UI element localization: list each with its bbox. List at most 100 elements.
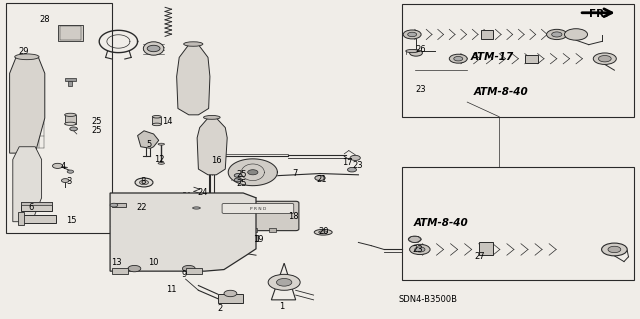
- Bar: [242, 235, 258, 241]
- Text: 4: 4: [61, 162, 66, 171]
- Text: 25: 25: [237, 170, 247, 179]
- Text: 13: 13: [111, 258, 122, 267]
- Circle shape: [552, 32, 562, 37]
- Bar: [230, 228, 238, 232]
- Bar: [21, 202, 52, 205]
- Bar: [18, 212, 24, 225]
- Circle shape: [449, 54, 467, 63]
- Polygon shape: [138, 131, 159, 148]
- Text: 18: 18: [288, 212, 299, 221]
- Bar: [402, 4, 634, 117]
- Circle shape: [234, 178, 242, 182]
- Circle shape: [140, 180, 148, 185]
- Bar: [250, 228, 257, 232]
- Text: 3: 3: [66, 177, 71, 186]
- Text: 23: 23: [413, 245, 424, 254]
- Bar: [112, 203, 126, 207]
- Circle shape: [608, 246, 621, 253]
- Ellipse shape: [152, 115, 161, 118]
- Circle shape: [234, 174, 242, 177]
- Bar: [525, 55, 538, 63]
- Text: 10: 10: [148, 258, 159, 267]
- Circle shape: [403, 30, 421, 39]
- Circle shape: [147, 45, 160, 52]
- Text: 9: 9: [182, 270, 187, 279]
- Text: 17: 17: [342, 158, 353, 167]
- Ellipse shape: [204, 115, 220, 119]
- Text: SDN4-B3500B: SDN4-B3500B: [398, 295, 457, 304]
- Polygon shape: [13, 147, 42, 222]
- Text: 25: 25: [237, 179, 247, 188]
- Ellipse shape: [65, 113, 76, 116]
- Bar: [186, 268, 202, 274]
- Circle shape: [268, 274, 300, 290]
- Circle shape: [410, 244, 430, 255]
- Bar: [112, 268, 128, 274]
- Ellipse shape: [15, 54, 39, 60]
- Bar: [479, 242, 493, 255]
- Bar: [6, 3, 112, 233]
- Bar: [218, 294, 243, 303]
- Polygon shape: [197, 118, 227, 175]
- Circle shape: [182, 265, 195, 272]
- Circle shape: [276, 278, 292, 286]
- Text: 12: 12: [154, 155, 164, 164]
- Circle shape: [67, 170, 74, 173]
- Text: 25: 25: [92, 117, 102, 126]
- Polygon shape: [110, 193, 256, 271]
- Ellipse shape: [143, 42, 164, 55]
- Circle shape: [408, 32, 417, 37]
- Text: 28: 28: [40, 15, 51, 24]
- Text: 8: 8: [141, 177, 146, 186]
- Text: 19: 19: [253, 235, 263, 244]
- Text: 26: 26: [415, 45, 426, 54]
- Bar: [58, 25, 83, 41]
- Circle shape: [110, 203, 118, 207]
- Ellipse shape: [314, 229, 332, 235]
- Circle shape: [61, 179, 69, 182]
- Bar: [65, 115, 76, 124]
- FancyBboxPatch shape: [217, 201, 299, 231]
- Circle shape: [593, 53, 616, 64]
- Text: 24: 24: [197, 188, 207, 197]
- Text: ATM-8-40: ATM-8-40: [413, 218, 468, 228]
- Text: 5: 5: [146, 140, 151, 149]
- Circle shape: [70, 127, 77, 131]
- Circle shape: [348, 167, 356, 172]
- Text: 16: 16: [211, 156, 222, 165]
- Text: 21: 21: [316, 175, 326, 184]
- Bar: [60, 26, 81, 40]
- Text: 14: 14: [162, 117, 172, 126]
- Ellipse shape: [193, 207, 200, 209]
- Circle shape: [410, 50, 422, 56]
- Polygon shape: [177, 45, 210, 115]
- FancyBboxPatch shape: [222, 204, 294, 213]
- Text: 22: 22: [136, 204, 147, 212]
- Text: P R N D: P R N D: [250, 207, 266, 211]
- Text: 23: 23: [415, 85, 426, 94]
- Ellipse shape: [65, 122, 76, 125]
- Bar: [402, 167, 634, 280]
- Circle shape: [350, 155, 360, 160]
- Text: 6: 6: [28, 204, 33, 212]
- Circle shape: [602, 243, 627, 256]
- Text: 7: 7: [292, 169, 297, 178]
- Ellipse shape: [319, 231, 328, 234]
- Bar: [269, 228, 276, 232]
- Circle shape: [248, 170, 258, 175]
- Circle shape: [128, 265, 141, 272]
- Bar: [21, 215, 56, 223]
- Bar: [21, 202, 52, 211]
- Text: ATM-17: ATM-17: [470, 52, 514, 63]
- Polygon shape: [10, 57, 45, 153]
- Text: 20: 20: [319, 227, 329, 236]
- Circle shape: [408, 236, 421, 242]
- Circle shape: [454, 56, 463, 61]
- Text: FR.: FR.: [589, 9, 608, 19]
- Text: ATM-8-40: ATM-8-40: [474, 87, 529, 97]
- Ellipse shape: [184, 42, 203, 46]
- Text: 27: 27: [475, 252, 486, 261]
- Text: 11: 11: [166, 285, 177, 293]
- Ellipse shape: [152, 123, 161, 126]
- Circle shape: [52, 163, 63, 168]
